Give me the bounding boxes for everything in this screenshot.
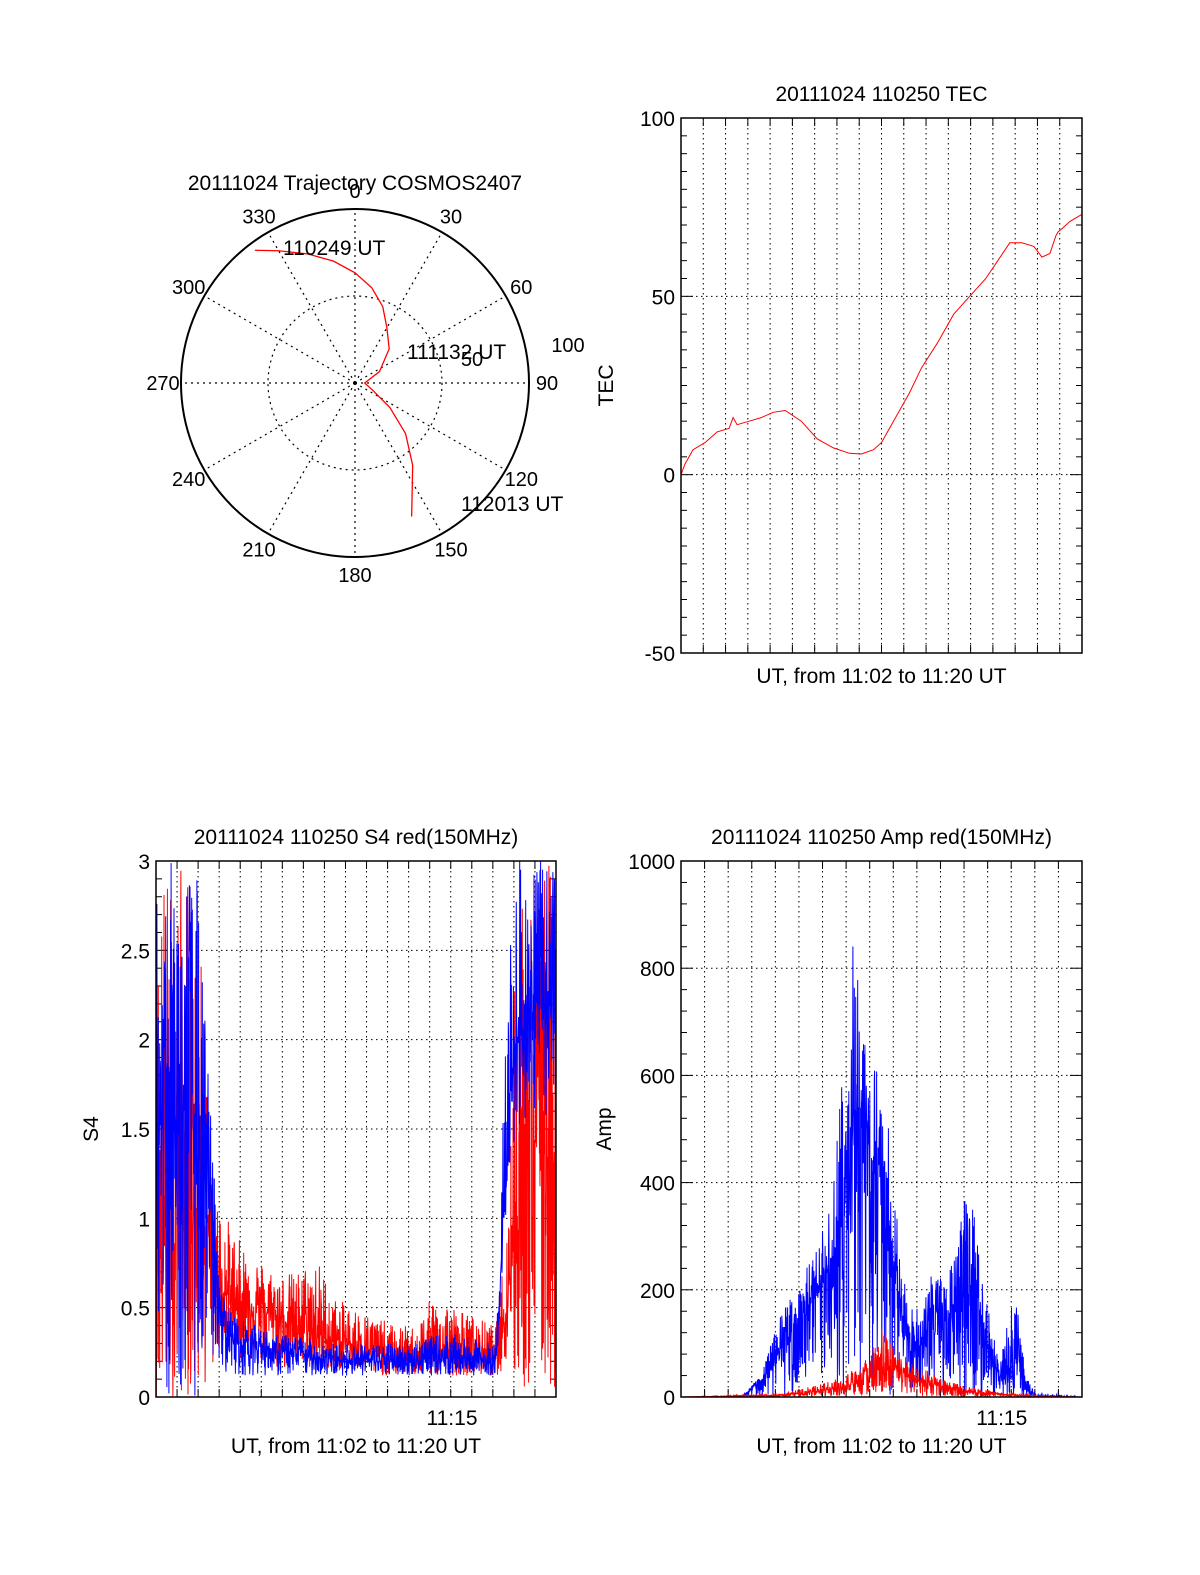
y-tick-label: 2 (138, 1030, 150, 1053)
spoke (267, 232, 356, 384)
angle-tick-label: 210 (242, 539, 275, 561)
chart-title: 20111024 110250 TEC (775, 83, 987, 106)
series-group (681, 946, 1082, 1397)
tec-panel: 20111024 110250 TEC UT, from 11:02 to 11:… (595, 83, 1083, 688)
y-tick-label: 1 (138, 1208, 150, 1231)
series-line-red (681, 213, 1082, 475)
series-group (156, 861, 556, 1397)
plot-frame (680, 860, 1083, 1398)
plot-frame (155, 860, 557, 1398)
y-tick-label: 1.5 (121, 1119, 150, 1142)
spoke (267, 382, 356, 534)
s4-panel: 20111024 110250 S4 red(150MHz) UT, from 1… (80, 826, 557, 1458)
y-tick-label: 1000 (628, 851, 675, 874)
x-axis-label: UT, from 11:02 to 11:20 UT (756, 665, 1006, 688)
spoke (354, 382, 443, 534)
series-line-blue (681, 946, 1082, 1397)
y-axis-label: Amp (593, 1107, 616, 1150)
y-tick-label: 0 (663, 465, 675, 488)
series-line-blue (156, 861, 556, 1396)
angle-tick-label: 0 (349, 181, 360, 203)
spoke (354, 382, 506, 471)
y-tick-label: -50 (645, 643, 675, 666)
trajectory-line (254, 249, 414, 517)
inner-circle (267, 295, 443, 471)
time-annotation: 112013 UT (461, 493, 564, 516)
spoke (354, 295, 506, 384)
y-axis-label: S4 (80, 1116, 103, 1142)
angle-tick-label: 270 (146, 373, 179, 395)
radial-label: 100 (551, 335, 584, 357)
y-tick-label: 0 (138, 1387, 150, 1410)
plot-frame (680, 117, 1083, 654)
chart-title: 20111024 Trajectory COSMOS2407 (188, 172, 522, 195)
angle-tick-label: 300 (172, 277, 205, 299)
time-annotation: 111132 UT (407, 341, 506, 364)
y-tick-label: 3 (138, 851, 150, 874)
y-tick-label: 200 (640, 1280, 675, 1303)
amp-panel: 20111024 110250 Amp red(150MHz) UT, from … (593, 826, 1083, 1458)
series-line-red (681, 1329, 1082, 1397)
chart-title: 20111024 110250 S4 red(150MHz) (194, 826, 519, 849)
spoke (204, 382, 356, 471)
y-tick-label: 0.5 (121, 1298, 150, 1321)
y-tick-label: 600 (640, 1065, 675, 1088)
y-tick-label: 50 (652, 286, 675, 309)
angle-tick-label: 90 (536, 373, 558, 395)
spoke (354, 232, 443, 384)
angle-tick-label: 330 (242, 207, 275, 229)
radial-label: 50 (461, 349, 483, 371)
spoke (204, 295, 356, 384)
angle-tick-label: 120 (505, 469, 538, 491)
y-tick-label: 400 (640, 1173, 675, 1196)
time-annotation: 110249 UT (283, 237, 386, 260)
series-group (681, 213, 1082, 475)
y-tick-label: 800 (640, 958, 675, 981)
angle-tick-label: 60 (510, 277, 532, 299)
x-tick-label: 11:15 (976, 1407, 1027, 1430)
angle-tick-label: 240 (172, 469, 205, 491)
angle-tick-label: 30 (440, 207, 462, 229)
y-tick-label: 2.5 (121, 940, 150, 963)
y-axis-label: TEC (595, 365, 618, 407)
x-axis-label: UT, from 11:02 to 11:20 UT (231, 1435, 481, 1458)
y-tick-label: 0 (663, 1387, 675, 1410)
x-axis-label: UT, from 11:02 to 11:20 UT (756, 1435, 1006, 1458)
chart-title: 20111024 110250 Amp red(150MHz) (711, 826, 1052, 849)
outer-circle (180, 208, 530, 558)
y-tick-label: 100 (640, 108, 675, 131)
angle-tick-label: 150 (434, 539, 467, 561)
angle-tick-label: 180 (338, 565, 371, 587)
x-tick-label: 11:15 (427, 1407, 478, 1430)
